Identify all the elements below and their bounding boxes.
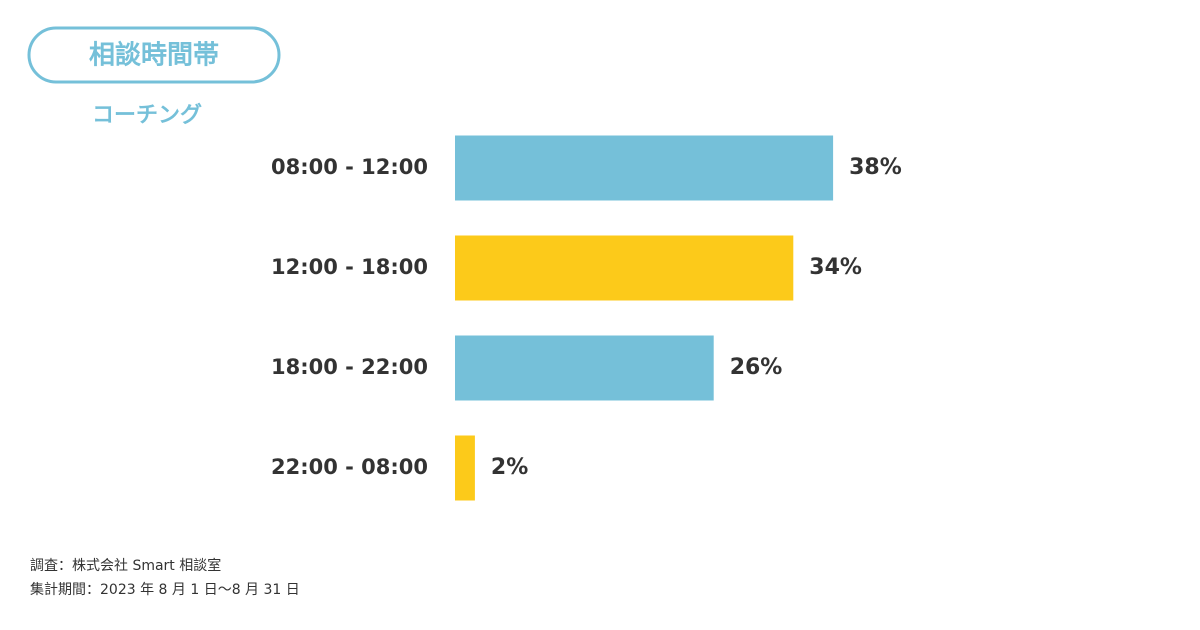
- bar: [455, 335, 714, 401]
- value-label: 2%: [491, 455, 528, 480]
- value-label: 26%: [730, 355, 783, 380]
- category-label: 18:00 - 22:00: [271, 355, 428, 379]
- value-label: 34%: [809, 255, 862, 280]
- note: 調査：株式会社 Smart 相談室: [30, 557, 221, 574]
- bar: [455, 235, 794, 301]
- title-pill: [27, 26, 281, 84]
- category-label: 08:00 - 12:00: [271, 155, 428, 179]
- category-label: 22:00 - 08:00: [271, 455, 428, 479]
- note: 集計期間：2023 年 8 月 1 日〜8 月 31 日: [30, 581, 300, 598]
- bar: [455, 435, 475, 501]
- value-label: 38%: [849, 155, 902, 180]
- bar: [455, 135, 834, 201]
- chart-title: 相談時間帯: [89, 40, 219, 71]
- category-label: 12:00 - 18:00: [271, 255, 428, 279]
- chart-subtitle: コーチング: [92, 102, 202, 128]
